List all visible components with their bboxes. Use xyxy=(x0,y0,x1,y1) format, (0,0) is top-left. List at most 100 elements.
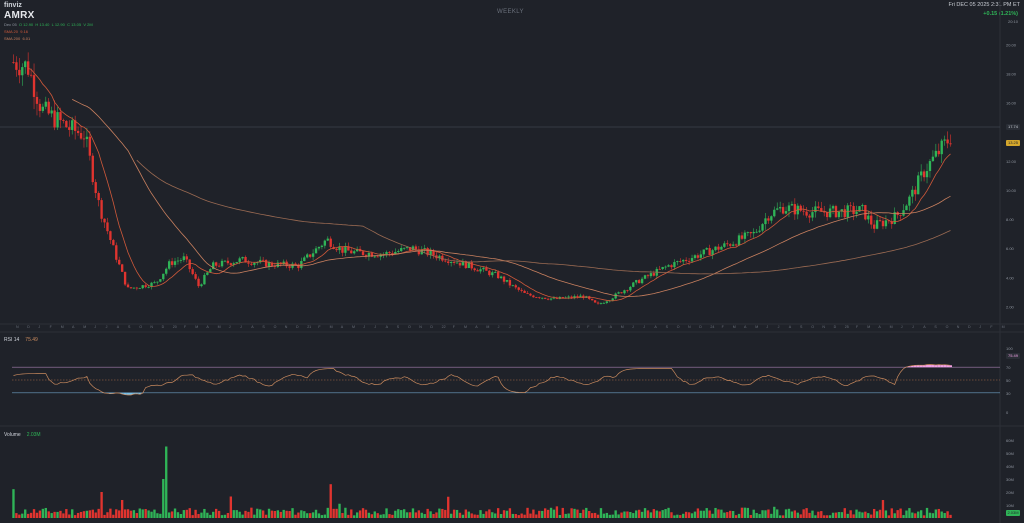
volume-bar xyxy=(308,513,312,518)
volume-bar xyxy=(85,510,89,518)
volume-legend[interactable]: Volume 2.03M xyxy=(4,432,41,438)
candle-body xyxy=(567,296,570,298)
x-tick-label: D xyxy=(968,325,971,329)
candle-body xyxy=(526,292,529,294)
volume-bar xyxy=(491,512,494,518)
volume-bar xyxy=(893,513,896,518)
candle-body xyxy=(256,262,259,264)
candle-body xyxy=(858,206,861,212)
volume-bar xyxy=(784,509,788,518)
candle-body xyxy=(596,302,600,304)
ticker-symbol[interactable]: AMRX xyxy=(4,10,35,21)
candle-body xyxy=(872,224,876,229)
volume-bar xyxy=(62,513,65,518)
candle-body xyxy=(605,301,609,303)
ma-legend-2[interactable]: SMA 200 6.01 xyxy=(4,36,31,41)
brand-logo[interactable]: finviz xyxy=(4,2,22,9)
candle-body xyxy=(188,259,191,270)
candle-body xyxy=(861,205,864,207)
candle-body xyxy=(814,206,817,213)
x-tick-label: 23 xyxy=(576,325,580,329)
candle-body xyxy=(50,110,53,114)
candle-body xyxy=(499,276,503,279)
candle-body xyxy=(488,270,491,276)
volume-bar xyxy=(203,508,206,518)
candle-body xyxy=(464,261,468,269)
candle-body xyxy=(147,287,150,288)
volume-bar xyxy=(476,514,479,518)
rsi-legend[interactable]: RSI 14 75.49 xyxy=(4,337,38,343)
volume-bar xyxy=(623,511,626,518)
volume-bar xyxy=(355,512,359,518)
x-tick-label: O xyxy=(946,325,949,329)
volume-bar xyxy=(97,508,100,518)
candle-body xyxy=(919,171,923,176)
volume-bar xyxy=(499,514,503,518)
volume-bar xyxy=(890,508,893,518)
candle-body xyxy=(905,205,908,211)
candle-body xyxy=(476,270,479,272)
volume-bar xyxy=(444,509,447,518)
volume-bar xyxy=(667,507,670,518)
x-tick-label: O xyxy=(408,325,411,329)
candle-body xyxy=(447,261,450,263)
rsi-line xyxy=(13,364,951,396)
candle-body xyxy=(761,224,764,231)
volume-bar xyxy=(364,509,368,518)
ma-legend-1[interactable]: SMA 20 9.16 xyxy=(4,29,29,34)
volume-bar xyxy=(79,511,83,518)
x-tick-label: N xyxy=(957,325,960,329)
volume-bar xyxy=(267,508,271,518)
volume-bar xyxy=(38,510,42,518)
candle-body xyxy=(91,155,94,183)
rsi-tick-label: 0 xyxy=(1006,410,1009,415)
candle-body xyxy=(261,259,265,261)
candle-body xyxy=(394,251,397,255)
time-small: 20:10 xyxy=(1007,19,1018,24)
x-tick-label: M xyxy=(464,325,467,329)
candle-body xyxy=(890,221,893,225)
volume-bar xyxy=(817,511,820,518)
candle-body xyxy=(937,150,940,155)
candle-body xyxy=(212,262,215,270)
volume-bar xyxy=(461,514,465,518)
volume-bar xyxy=(209,514,212,518)
candle-body xyxy=(755,231,758,233)
volume-bar xyxy=(73,515,77,518)
x-tick-label: J xyxy=(38,325,40,329)
volume-tick-label: 10M xyxy=(1006,503,1014,508)
candle-body xyxy=(452,261,456,263)
price-tick-label: 16.00 xyxy=(1006,101,1017,106)
candle-body xyxy=(682,259,685,262)
x-tick-label: S xyxy=(262,325,265,329)
volume-bar xyxy=(552,509,556,518)
volume-bar xyxy=(279,511,282,518)
candle-body xyxy=(253,262,256,265)
volume-bar xyxy=(100,492,103,518)
candle-body xyxy=(661,266,664,270)
candle-body xyxy=(235,262,238,264)
x-tick-label: A xyxy=(789,325,792,329)
candle-body xyxy=(828,208,832,218)
candle-body xyxy=(652,273,656,276)
volume-bar xyxy=(629,512,632,518)
volume-bar xyxy=(115,509,118,518)
volume-bar xyxy=(206,512,209,518)
volume-bar xyxy=(723,512,726,518)
candle-body xyxy=(511,285,515,287)
candle-body xyxy=(165,268,168,274)
x-tick-label: J xyxy=(901,325,903,329)
volume-tick-label: 50M xyxy=(1006,451,1014,456)
line-badge: 17.74 xyxy=(1006,124,1020,130)
candle-body xyxy=(317,246,321,249)
volume-bar xyxy=(535,514,538,518)
volume-bar xyxy=(781,515,785,518)
candle-body xyxy=(391,253,394,255)
candle-body xyxy=(602,302,606,304)
candle-body xyxy=(135,287,139,289)
candle-body xyxy=(273,265,277,267)
volume-bar xyxy=(720,509,723,518)
rsi-tick-label: 100 xyxy=(1006,346,1013,351)
candle-body xyxy=(335,248,338,251)
